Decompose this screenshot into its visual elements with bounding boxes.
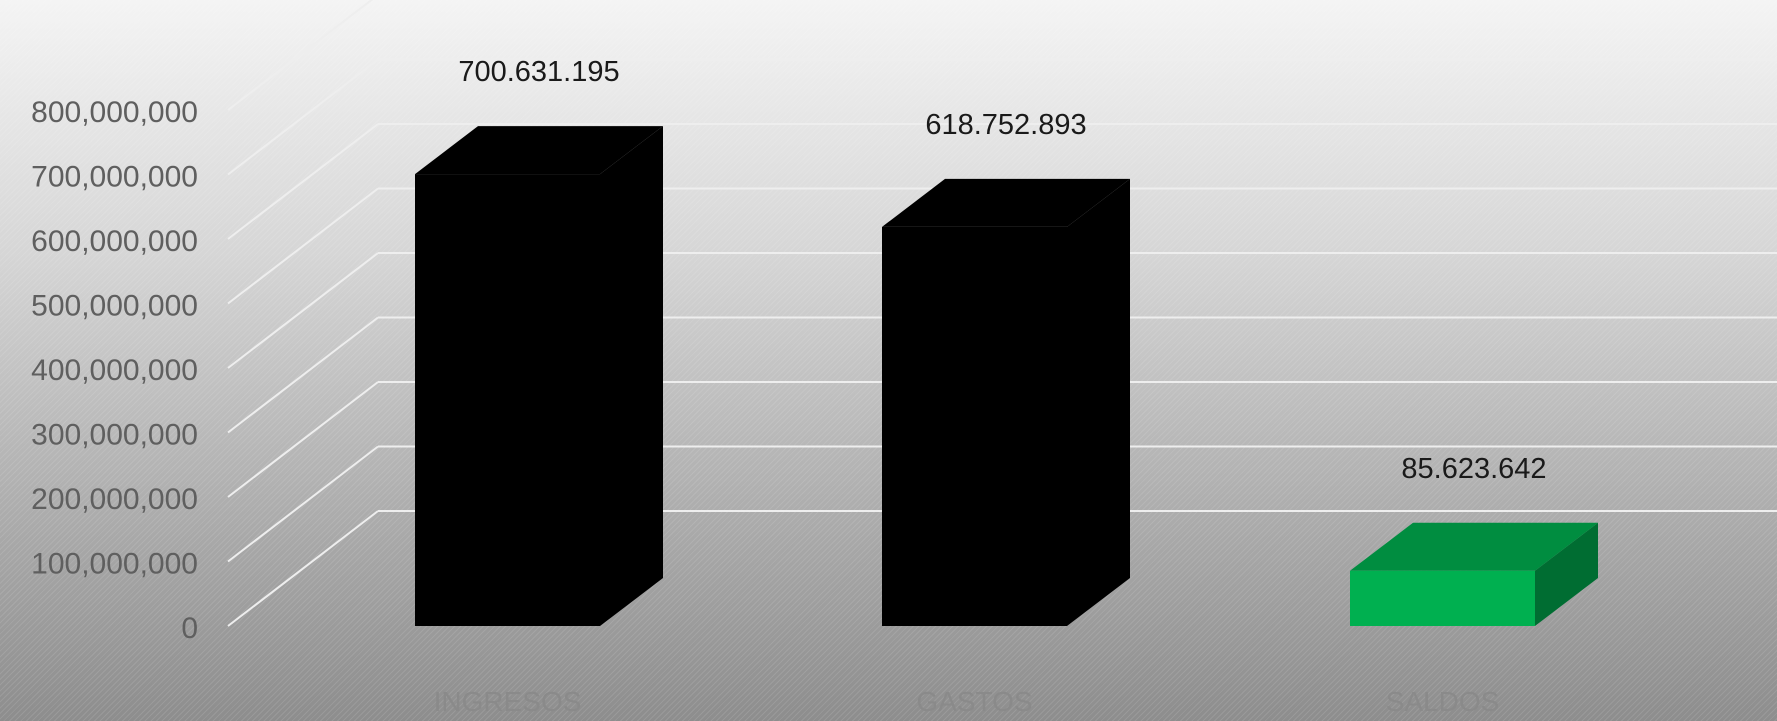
y-tick-label: 400,000,000 (31, 354, 198, 387)
bar-top-saldos (1350, 522, 1598, 571)
data-labels: 700.631.195 618.752.893 85.623.642 (458, 56, 1546, 485)
y-tick-label: 700,000,000 (31, 161, 198, 194)
gridline-diagonal (227, 316, 379, 434)
x-axis-category-labels: INGRESOS GASTOS SALDOS (434, 686, 1500, 717)
y-tick-label: 0 (181, 612, 198, 645)
gridline-diagonal (227, 445, 379, 563)
bar-gastos (882, 226, 1067, 626)
bar-ingresos (415, 174, 600, 626)
data-label: 618.752.893 (925, 109, 1086, 141)
gridline-diagonal (227, 123, 379, 240)
category-label: SALDOS (1386, 686, 1500, 717)
bar-side-ingresos (600, 126, 663, 626)
gridline-diagonal (227, 58, 379, 176)
y-axis-tick-labels: 0 100,000,000 200,000,000 300,000,000 400,00… (31, 96, 198, 645)
bars (415, 126, 1598, 626)
bar-top-ingresos (415, 126, 663, 175)
bar-saldos (1350, 570, 1535, 626)
gridline-diagonal (227, 381, 379, 498)
category-label: GASTOS (916, 686, 1032, 717)
category-label: INGRESOS (434, 686, 582, 717)
bar-side-saldos (1535, 522, 1598, 626)
gridline-diagonal (227, 510, 379, 627)
y-tick-label: 500,000,000 (31, 290, 198, 323)
y-tick-label: 100,000,000 (31, 548, 198, 581)
data-label: 85.623.642 (1401, 453, 1546, 485)
y-tick-label: 600,000,000 (31, 225, 198, 258)
y-tick-label: 200,000,000 (31, 483, 198, 516)
data-label: 700.631.195 (458, 56, 619, 88)
bar-side-gastos (1067, 178, 1130, 626)
gridline-diagonal (227, 187, 379, 305)
y-tick-label: 800,000,000 (31, 96, 198, 129)
bar-top-gastos (882, 178, 1130, 227)
y-tick-label: 300,000,000 (31, 419, 198, 452)
gridline-diagonal (227, 0, 374, 111)
gridline-diagonal (227, 252, 379, 369)
